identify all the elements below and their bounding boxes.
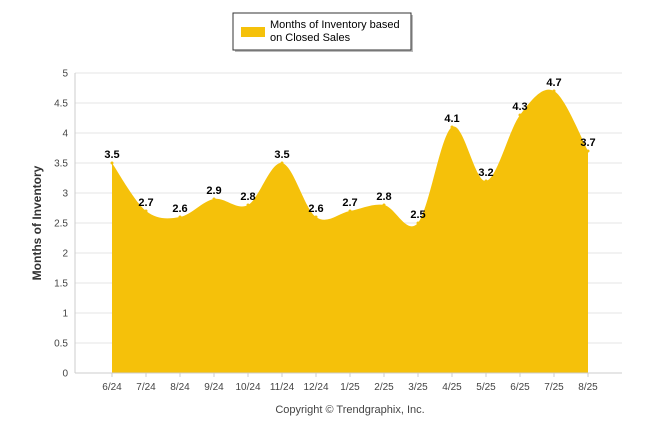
- data-label: 4.1: [444, 113, 459, 125]
- y-tick-label: 3.5: [54, 159, 68, 170]
- data-label: 3.5: [274, 149, 289, 161]
- data-point: [246, 203, 250, 207]
- data-label: 3.5: [104, 149, 119, 161]
- y-tick-label: 0.5: [54, 339, 68, 350]
- legend-swatch: [241, 27, 265, 37]
- data-point: [552, 89, 556, 93]
- data-point: [518, 113, 522, 117]
- y-tick-label: 0: [62, 369, 68, 380]
- x-tick-label: 12/24: [303, 382, 328, 393]
- x-tick-labels: 6/24 7/24 8/24 9/24 10/24 11/24 12/24 1/25 2/25 3…: [102, 373, 598, 393]
- data-label: 4.3: [512, 101, 527, 113]
- data-label: 2.7: [342, 197, 357, 209]
- data-label: 3.7: [580, 137, 595, 149]
- x-tick-label: 4/25: [442, 382, 462, 393]
- y-tick-labels: 0 0.5 1 1.5 2 2.5 3 3.5 4 4.5 5: [54, 69, 68, 380]
- y-tick-label: 5: [62, 69, 68, 80]
- data-label: 2.9: [206, 185, 221, 197]
- axes: [74, 73, 622, 374]
- data-point: [314, 215, 318, 219]
- data-point: [144, 209, 148, 213]
- x-tick-label: 7/25: [544, 382, 564, 393]
- y-tick-label: 2.5: [54, 219, 68, 230]
- data-point: [110, 161, 114, 165]
- x-tick-label: 1/25: [340, 382, 360, 393]
- copyright-text: Copyright © Trendgraphix, Inc.: [275, 404, 424, 416]
- series-area: [110, 89, 590, 373]
- data-point: [586, 149, 590, 153]
- x-tick-label: 11/24: [270, 382, 295, 393]
- data-label: 2.8: [376, 191, 391, 203]
- data-point: [484, 179, 488, 183]
- y-axis-title: Months of Inventory: [30, 165, 44, 280]
- data-point: [280, 161, 284, 165]
- y-tick-label: 1.5: [54, 279, 68, 290]
- data-label: 4.7: [546, 77, 561, 89]
- x-tick-label: 6/25: [510, 382, 530, 393]
- y-tick-label: 4: [62, 129, 68, 140]
- data-label: 2.6: [308, 203, 323, 215]
- x-tick-label: 3/25: [408, 382, 428, 393]
- data-label: 2.6: [172, 203, 187, 215]
- data-label: 3.2: [478, 167, 493, 179]
- legend-label-line1: Months of Inventory based: [270, 19, 400, 31]
- x-tick-label: 6/24: [102, 382, 122, 393]
- x-tick-label: 9/24: [204, 382, 224, 393]
- data-point: [212, 197, 216, 201]
- data-label: 2.5: [410, 209, 425, 221]
- x-tick-label: 8/25: [578, 382, 598, 393]
- y-tick-label: 3: [62, 189, 68, 200]
- data-label: 2.7: [138, 197, 153, 209]
- x-tick-label: 8/24: [170, 382, 190, 393]
- data-point: [450, 125, 454, 129]
- data-point: [416, 221, 420, 225]
- data-label: 2.8: [240, 191, 255, 203]
- data-point: [382, 203, 386, 207]
- legend-label-line2: on Closed Sales: [270, 32, 351, 44]
- y-tick-label: 2: [62, 249, 68, 260]
- x-tick-label: 2/25: [374, 382, 394, 393]
- y-tick-label: 1: [62, 309, 68, 320]
- data-point: [178, 215, 182, 219]
- data-point: [348, 209, 352, 213]
- y-tick-label: 4.5: [54, 99, 68, 110]
- x-tick-label: 5/25: [476, 382, 496, 393]
- x-tick-label: 7/24: [136, 382, 156, 393]
- area-fill: [112, 89, 588, 373]
- data-labels: 3.5 2.7 2.6 2.9 2.8 3.5 2.6 2.7 2.8 2.5 4.1 3.2 4.3 4…: [104, 77, 595, 221]
- legend: Months of Inventory based on Closed Sale…: [232, 12, 413, 52]
- x-tick-label: 10/24: [235, 382, 260, 393]
